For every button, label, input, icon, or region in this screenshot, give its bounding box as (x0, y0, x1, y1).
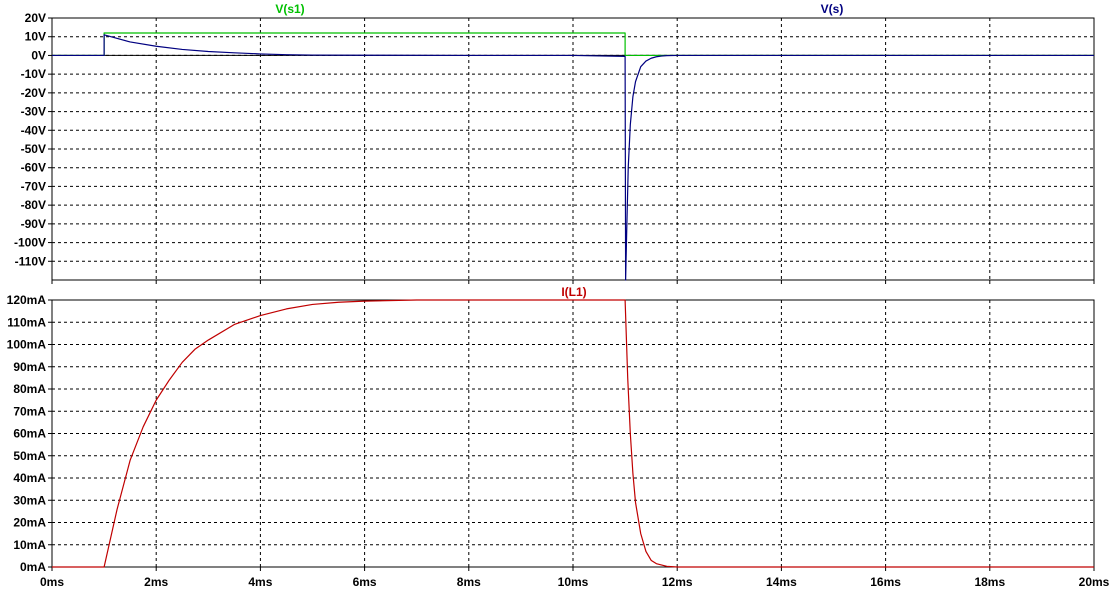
x-tick-label: 12ms (662, 575, 693, 589)
series-line-v-s- (52, 34, 1094, 281)
x-tick-label: 4ms (248, 575, 272, 589)
y-tick-label: -80V (21, 198, 46, 212)
x-tick-label: 2ms (144, 575, 168, 589)
y-tick-label: 20mA (13, 516, 46, 530)
y-tick-label: -90V (21, 217, 46, 231)
y-tick-label: 20V (25, 11, 46, 25)
y-tick-label: 110mA (7, 315, 46, 329)
pane-2: 120mA 110mA 100mA 90mA 80mA 70mA 60mA 50mA 40mA 3… (7, 285, 1110, 589)
x-tick-label: 20ms (1079, 575, 1110, 589)
y-tick-label: 30mA (13, 493, 46, 507)
x-tick-label: 0ms (40, 575, 64, 589)
y-tick-label: -10V (21, 67, 46, 81)
y-tick-label: 80mA (13, 382, 46, 396)
y-tick-label: 120mA (7, 293, 47, 307)
y-tick-label: -110V (15, 254, 46, 268)
y-tick-label: -100V (14, 236, 46, 250)
x-tick-label: 18ms (974, 575, 1005, 589)
x-tick-label: 10ms (558, 575, 589, 589)
y-tick-label: 0mA (20, 560, 46, 574)
pane-1: 20V 10V 0V -10V -20V -30V -40V -50V -60V -70V -80V… (14, 2, 1095, 284)
y-tick-label: -40V (21, 123, 46, 137)
x-tick-label: 14ms (766, 575, 797, 589)
x-tick-label: 16ms (870, 575, 901, 589)
y-tick-label: -20V (21, 86, 46, 100)
y-tick-label: 40mA (13, 471, 46, 485)
legend-label: V(s1) (275, 2, 304, 16)
y-tick-label: -50V (21, 142, 46, 156)
y-tick-label: -30V (21, 105, 46, 119)
y-tick-label: 70mA (13, 404, 46, 418)
x-tick-label: 6ms (353, 575, 377, 589)
legend-label: I(L1) (561, 285, 586, 299)
y-tick-label: 10V (25, 30, 46, 44)
legend-label: V(s) (821, 2, 844, 16)
y-tick-label: -70V (21, 179, 46, 193)
y-tick-label: 0V (31, 48, 46, 62)
y-tick-label: -60V (21, 161, 46, 175)
y-tick-label: 90mA (13, 360, 46, 374)
y-tick-label: 100mA (7, 338, 47, 352)
y-tick-label: 10mA (13, 538, 46, 552)
y-tick-label: 50mA (13, 449, 46, 463)
x-tick-label: 8ms (457, 575, 481, 589)
y-tick-label: 60mA (13, 427, 46, 441)
series-line-i-l1- (52, 299, 1094, 568)
